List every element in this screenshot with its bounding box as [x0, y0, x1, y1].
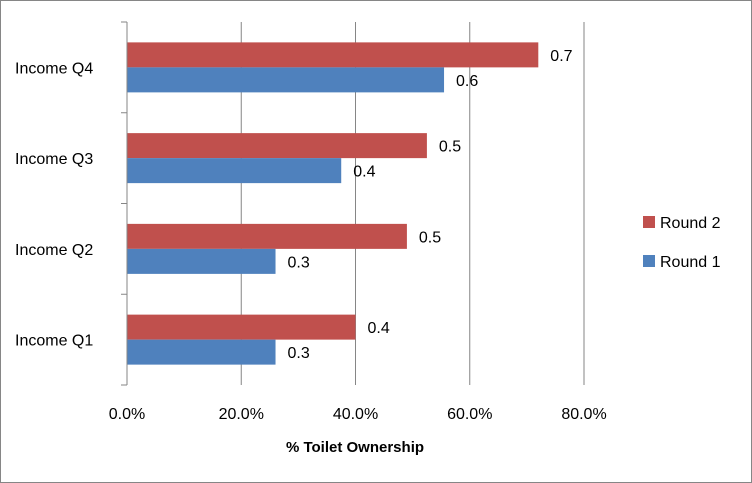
data-label: 0.4: [368, 320, 390, 337]
bar-round-1: [127, 158, 342, 184]
x-axis-title: % Toilet Ownership: [286, 439, 424, 456]
category-label: Income Q3: [15, 151, 93, 168]
x-tick-label: 0.0%: [109, 406, 145, 423]
category-labels: Income Q1 Income Q2 Income Q3 Income Q4: [15, 60, 93, 349]
data-label: 0.3: [288, 345, 310, 362]
category-label: Income Q1: [15, 333, 93, 350]
bar-round-1: [127, 248, 276, 274]
y-axis-ticks: [121, 21, 127, 386]
legend-label: Round 2: [660, 215, 721, 232]
bars: [127, 42, 539, 365]
legend-swatch: [643, 216, 655, 228]
bar-round-1: [127, 67, 445, 93]
data-label: 0.5: [419, 229, 441, 246]
bar-round-2: [127, 314, 356, 340]
bar-round-2: [127, 42, 539, 68]
legend-label: Round 1: [660, 254, 721, 271]
x-tick-label: 20.0%: [219, 406, 264, 423]
legend-swatch: [643, 255, 655, 267]
data-label: 0.4: [353, 164, 375, 181]
bar-round-2: [127, 223, 407, 249]
data-label: 0.7: [550, 48, 572, 65]
x-tick-label: 40.0%: [333, 406, 378, 423]
bar-round-1: [127, 339, 276, 365]
category-label: Income Q4: [15, 60, 93, 77]
data-labels: 0.4 0.3 0.5 0.3 0.5 0.4 0.7 0.6: [288, 48, 573, 362]
x-tick-label: 60.0%: [447, 406, 492, 423]
x-tick-label: 80.0%: [561, 406, 606, 423]
bar-round-2: [127, 133, 427, 159]
x-axis-tick-labels: 0.0% 20.0% 40.0% 60.0% 80.0%: [109, 406, 607, 423]
data-label: 0.3: [288, 254, 310, 271]
data-label: 0.6: [456, 73, 478, 90]
legend: Round 2 Round 1: [643, 215, 721, 271]
data-label: 0.5: [439, 139, 461, 156]
category-label: Income Q2: [15, 242, 93, 259]
